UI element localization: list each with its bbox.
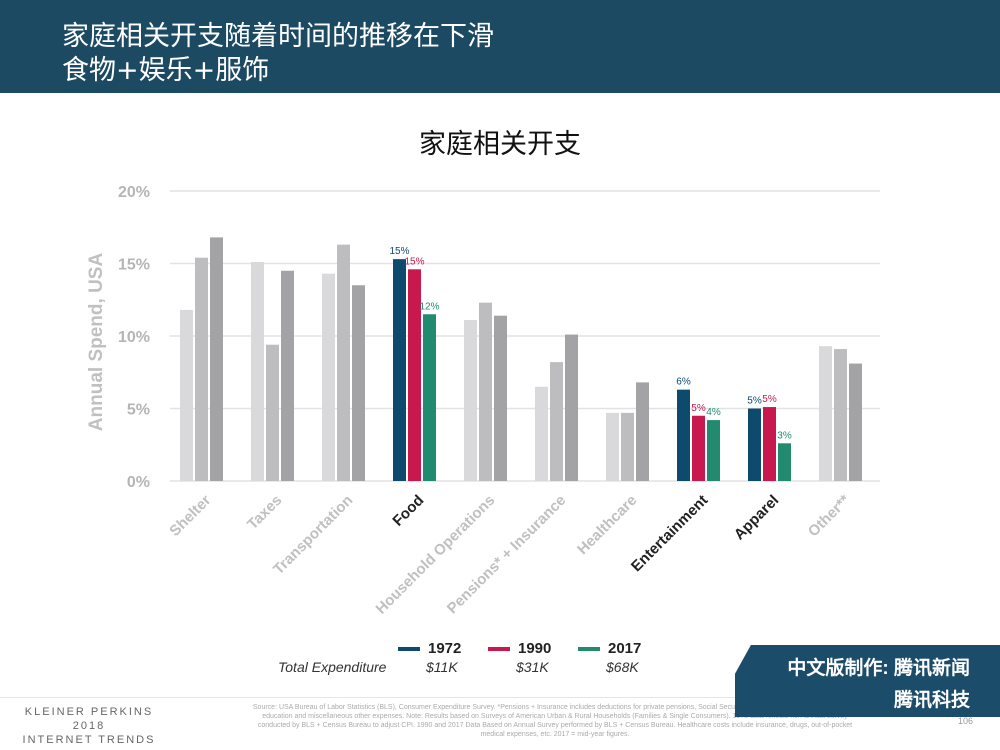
x-tick-label: Healthcare xyxy=(574,492,640,558)
bar-other--2017 xyxy=(849,363,862,481)
x-tick-label: Other** xyxy=(805,492,854,541)
bar-pensions-insurance-1972 xyxy=(535,386,548,481)
y-tick-label: 15% xyxy=(118,257,150,274)
data-label: 5% xyxy=(691,403,706,414)
source-note: Source: USA Bureau of Labor Statistics (… xyxy=(252,704,858,738)
bar-other--1990 xyxy=(834,349,847,481)
x-tick-label: Household Operations xyxy=(373,492,499,618)
bar-pensions-insurance-1990 xyxy=(550,362,563,481)
bar-food-2017 xyxy=(423,314,436,481)
page-number: 106 xyxy=(958,716,974,726)
total-expenditure-label: Total Expenditure xyxy=(278,659,387,675)
bar-apparel-2017 xyxy=(778,443,791,481)
legend-2017: 2017 xyxy=(578,640,641,657)
data-label: 5% xyxy=(747,396,762,407)
x-tick-label: Food xyxy=(389,492,427,530)
data-label: 6% xyxy=(676,377,691,388)
total-1972: $11K xyxy=(426,659,458,675)
slide-subtitle: 食物+娱乐+服饰 xyxy=(62,55,270,86)
x-tick-label: Apparel xyxy=(731,492,783,544)
bar-food-1972 xyxy=(393,259,406,481)
total-1990: $31K xyxy=(516,659,549,675)
slide-title: 家庭相关开支随着时间的推移在下滑 xyxy=(62,21,494,52)
y-tick-label: 20% xyxy=(118,184,150,201)
bar-healthcare-2017 xyxy=(636,382,649,481)
total-2017: $68K xyxy=(606,659,639,675)
data-label: 12% xyxy=(419,301,439,312)
x-tick-label: Taxes xyxy=(244,492,285,533)
y-tick-label: 5% xyxy=(127,402,150,419)
bar-taxes-1972 xyxy=(251,262,264,481)
chart-title: 家庭相关开支 xyxy=(419,129,581,160)
footer-divider xyxy=(0,697,1000,698)
y-tick-label: 10% xyxy=(118,329,150,346)
data-label: 4% xyxy=(706,407,721,418)
bar-chart: 0% 5% 10% 15% 20% Annual Spend, USA Shelter Tax… xyxy=(86,184,880,618)
brand-logo: KLEINER PERKINS 2018 INTERNET TRENDS xyxy=(22,706,156,746)
data-label: 15% xyxy=(404,256,424,267)
bar-shelter-2017 xyxy=(210,237,223,481)
header-banner: 家庭相关开支随着时间的推移在下滑 食物+娱乐+服饰 xyxy=(0,0,1000,93)
bar-transportation-1972 xyxy=(322,273,335,481)
bar-taxes-1990 xyxy=(266,344,279,481)
bar-food-1990 xyxy=(408,269,421,481)
data-label: 3% xyxy=(777,430,792,441)
y-tick-label: 0% xyxy=(127,474,150,491)
x-tick-label: Entertainment xyxy=(628,492,711,575)
legend-1972: 1972 xyxy=(398,640,461,657)
bar-household-operations-1972 xyxy=(464,320,477,481)
bar-pensions-insurance-2017 xyxy=(565,334,578,481)
bar-apparel-1972 xyxy=(748,408,761,481)
bar-taxes-2017 xyxy=(281,270,294,481)
translation-badge: 中文版制作: 腾讯新闻 腾讯科技 xyxy=(735,645,1000,717)
bar-healthcare-1972 xyxy=(606,412,619,481)
data-label: 5% xyxy=(762,394,777,405)
bar-healthcare-1990 xyxy=(621,412,634,481)
bar-transportation-2017 xyxy=(352,285,365,481)
bar-household-operations-1990 xyxy=(479,302,492,481)
bar-shelter-1990 xyxy=(195,257,208,481)
bar-shelter-1972 xyxy=(180,309,193,481)
bar-transportation-1990 xyxy=(337,244,350,481)
bar-household-operations-2017 xyxy=(494,315,507,481)
bar-entertainment-1972 xyxy=(677,389,690,481)
bar-apparel-1990 xyxy=(763,407,776,481)
x-tick-label: Pensions* + Insurance xyxy=(444,492,570,618)
data-label: 15% xyxy=(389,246,409,257)
y-axis-label: Annual Spend, USA xyxy=(86,253,107,432)
bar-other--1972 xyxy=(819,346,832,481)
bar-entertainment-2017 xyxy=(707,420,720,481)
bar-entertainment-1990 xyxy=(692,415,705,481)
legend-1990: 1990 xyxy=(488,640,551,657)
x-tick-label: Shelter xyxy=(166,492,214,540)
